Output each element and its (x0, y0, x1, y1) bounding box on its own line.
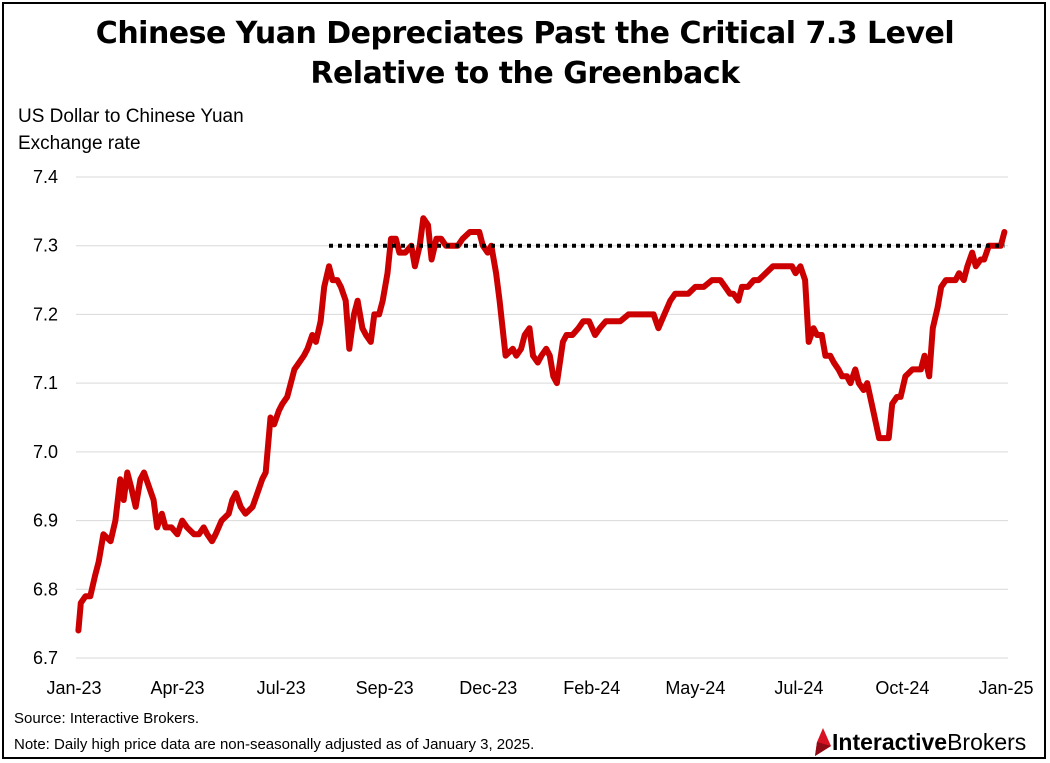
x-tick-label: Sep-23 (356, 678, 414, 698)
x-tick-labels: Jan-23 Apr-23 Jul-23 Sep-23 Dec-23 Feb-24 May-… (46, 678, 1033, 698)
x-tick-label: Jul-23 (257, 678, 306, 698)
x-tick-label: Jan-23 (46, 678, 101, 698)
grid-lines (76, 176, 1008, 659)
chart-title-block: Chinese Yuan Depreciates Past the Critic… (0, 14, 1050, 94)
y-axis-label-line-1: US Dollar to Chinese Yuan (18, 106, 244, 127)
x-tick-label: Oct-24 (875, 678, 929, 698)
y-tick-label: 6.7 (33, 648, 58, 668)
source-note: Source: Interactive Brokers. (14, 710, 200, 727)
y-axis-label-line-2: Exchange rate (18, 133, 141, 154)
interactive-brokers-logo-icon (815, 728, 831, 756)
y-tick-label: 7.2 (33, 304, 58, 324)
x-tick-label: Dec-23 (459, 678, 517, 698)
chart-title: Chinese Yuan Depreciates Past the Critic… (95, 16, 955, 51)
data-note: Note: Daily high price data are non-seas… (14, 736, 535, 753)
x-tick-label: Jan-25 (978, 678, 1033, 698)
y-tick-label: 6.8 (33, 579, 58, 599)
y-tick-label: 7.4 (33, 167, 58, 187)
x-tick-label: Apr-23 (151, 678, 205, 698)
x-tick-label: Feb-24 (563, 678, 620, 698)
interactive-brokers-logo: Interactive Brokers (814, 728, 1026, 756)
y-tick-label: 7.3 (33, 236, 58, 256)
x-tick-label: Jul-24 (774, 678, 823, 698)
y-tick-labels: 6.7 6.8 6.9 7.0 7.1 7.2 7.3 7.4 (33, 167, 58, 668)
y-tick-label: 6.9 (33, 511, 58, 531)
y-tick-label: 7.0 (33, 442, 58, 462)
y-tick-label: 7.1 (33, 373, 58, 393)
y-axis-label: US Dollar to Chinese Yuan Exchange rate (18, 103, 244, 157)
chart-subtitle: Relative to the Greenback (310, 56, 740, 91)
series-line-usdcny (75, 215, 1008, 634)
logo-text-brokers: Brokers (947, 728, 1027, 755)
x-tick-label: May-24 (665, 678, 725, 698)
series-group (75, 215, 1008, 634)
logo-text-interactive: Interactive (832, 728, 948, 755)
